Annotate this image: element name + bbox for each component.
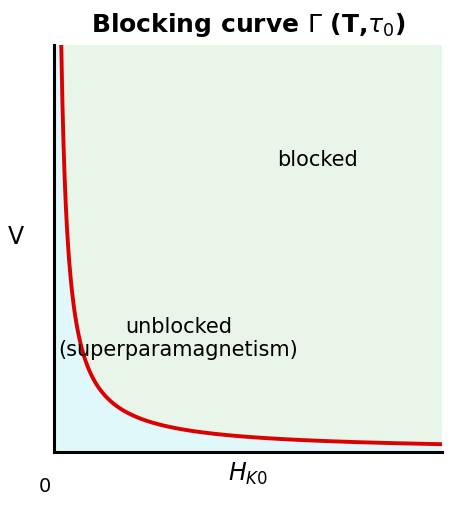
X-axis label: $H_{K0}$: $H_{K0}$	[228, 460, 268, 486]
Text: 0: 0	[39, 476, 51, 495]
Title: Blocking curve $\Gamma$ (T,$\tau_0$): Blocking curve $\Gamma$ (T,$\tau_0$)	[91, 11, 405, 39]
Text: blocked: blocked	[278, 149, 358, 170]
Polygon shape	[61, 46, 442, 444]
Text: unblocked
(superparamagnetism): unblocked (superparamagnetism)	[58, 317, 298, 360]
Y-axis label: V: V	[7, 225, 24, 249]
